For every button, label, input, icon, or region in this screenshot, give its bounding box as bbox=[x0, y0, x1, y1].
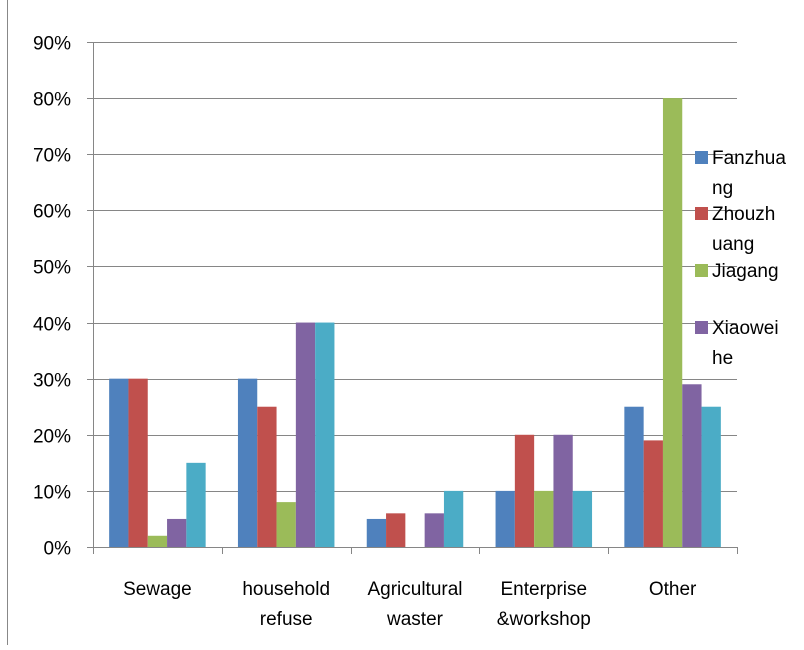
bar bbox=[495, 490, 515, 547]
x-category-label: &workshop bbox=[497, 609, 591, 630]
y-tick-label: 10% bbox=[33, 483, 71, 504]
y-tick-labels: 0% 10% 20% 30% 40% 50% 60% 70% 80% 90% bbox=[33, 34, 71, 560]
x-category-label: household bbox=[242, 579, 330, 600]
x-category-label: Other bbox=[649, 579, 697, 600]
gridlines bbox=[93, 42, 737, 492]
bar bbox=[276, 502, 296, 547]
bar bbox=[186, 462, 206, 547]
bars bbox=[109, 98, 721, 547]
bar bbox=[553, 434, 573, 547]
x-category-labels: Sewage household refuse Agricultural waster E… bbox=[123, 579, 697, 630]
legend-swatch bbox=[695, 321, 708, 334]
bar bbox=[643, 440, 663, 547]
x-category-label: Enterprise bbox=[500, 579, 587, 600]
bar bbox=[443, 490, 464, 547]
bar bbox=[237, 378, 258, 547]
bar bbox=[167, 518, 187, 547]
legend-swatch bbox=[695, 207, 708, 220]
bar bbox=[572, 490, 593, 547]
bar bbox=[257, 406, 277, 547]
legend-swatch bbox=[695, 151, 708, 164]
legend-label: ng bbox=[712, 178, 733, 199]
legend-label: Fanzhua bbox=[712, 148, 786, 169]
bar bbox=[662, 98, 683, 547]
bar bbox=[315, 322, 335, 547]
x-category-label: Agricultural bbox=[367, 579, 462, 600]
y-tick-label: 0% bbox=[44, 539, 72, 560]
bar bbox=[682, 384, 702, 547]
y-tick-label: 60% bbox=[33, 202, 71, 223]
legend-swatch bbox=[695, 264, 708, 277]
x-category-label: refuse bbox=[260, 609, 313, 630]
y-tick-label: 70% bbox=[33, 146, 71, 167]
legend-label: he bbox=[712, 348, 733, 369]
bar bbox=[128, 378, 148, 547]
legend-label: Zhouzh bbox=[712, 204, 775, 225]
bar bbox=[295, 322, 316, 547]
bar bbox=[701, 406, 721, 547]
bar bbox=[534, 490, 554, 547]
y-tick-label: 30% bbox=[33, 371, 71, 392]
legend-label: Jiagang bbox=[712, 261, 779, 282]
axes bbox=[7, 0, 738, 645]
y-tick-label: 80% bbox=[33, 90, 71, 111]
x-category-label: Sewage bbox=[123, 579, 192, 600]
y-tick-label: 90% bbox=[33, 34, 71, 55]
bar bbox=[147, 535, 168, 547]
bar bbox=[386, 513, 406, 547]
x-category-label: waster bbox=[386, 609, 444, 630]
y-tick-label: 50% bbox=[33, 258, 71, 279]
legend: Fanzhua ng Zhouzh uang Jiagang Xiaowei he bbox=[695, 148, 786, 369]
bar bbox=[109, 378, 129, 547]
bar bbox=[624, 406, 644, 547]
bar bbox=[424, 513, 444, 547]
bar bbox=[514, 434, 535, 547]
bar bbox=[366, 518, 387, 547]
legend-label: Xiaowei bbox=[712, 318, 779, 339]
legend-label: uang bbox=[712, 234, 754, 255]
y-tick-label: 40% bbox=[33, 315, 71, 336]
y-tick-label: 20% bbox=[33, 427, 71, 448]
